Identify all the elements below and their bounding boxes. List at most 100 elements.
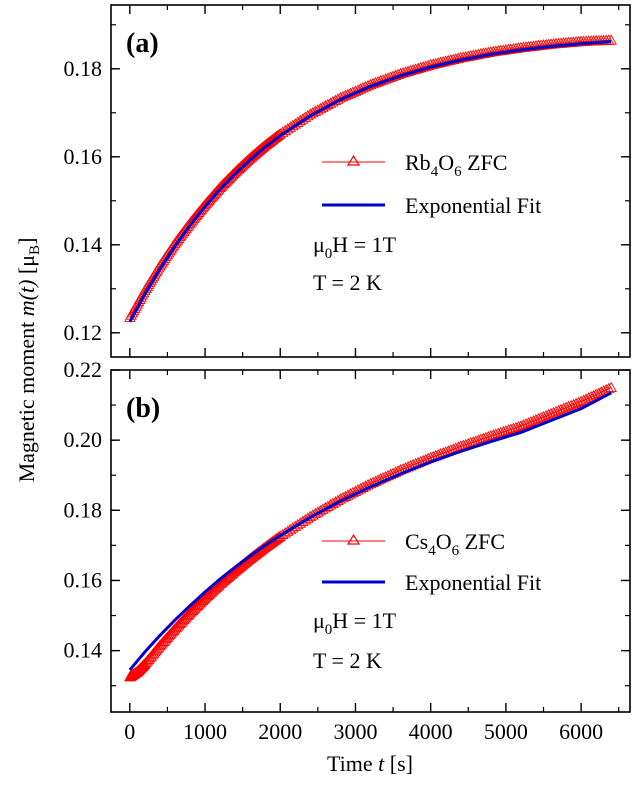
data-point: [447, 53, 460, 65]
data-point: [171, 620, 184, 631]
data-point: [460, 50, 472, 62]
data-point: [592, 387, 605, 398]
data-point: [575, 395, 587, 407]
data-point: [394, 67, 407, 79]
data-point: [409, 63, 422, 74]
data-point: [535, 412, 547, 423]
data-point: [520, 418, 532, 429]
data-point: [560, 401, 572, 413]
annotation-field-a: μ0H = 1T: [313, 232, 397, 262]
data-point: [537, 410, 550, 422]
data-point: [490, 428, 502, 439]
data-point: [382, 72, 394, 83]
data-point: [452, 52, 465, 63]
legend-marker-cs: [346, 533, 361, 545]
data-point: [530, 414, 542, 425]
data-point: [397, 66, 409, 78]
data-point: [444, 54, 457, 65]
data-point: [547, 406, 560, 418]
fit-line: [128, 391, 612, 671]
data-point: [182, 608, 195, 619]
data-point: [184, 607, 196, 618]
data-point: [562, 400, 575, 412]
y-tick-label: 0.16: [64, 567, 103, 592]
data-point: [542, 408, 555, 420]
annotation-temp-b: T = 2 K: [313, 648, 382, 673]
data-point: [189, 602, 201, 613]
data-point: [172, 618, 185, 630]
data-point: [422, 59, 434, 71]
data-point: [500, 425, 512, 436]
data-point: [407, 64, 419, 75]
y-axis-label: Magnetic moment m(t) [μB]: [14, 238, 43, 483]
data-point: [387, 70, 399, 81]
data-point: [389, 69, 402, 80]
y-tick-label: 0.18: [64, 56, 103, 81]
panel-label-a: (a): [126, 28, 159, 59]
data-point: [414, 61, 427, 73]
data-point: [522, 417, 535, 428]
data-point: [517, 419, 530, 430]
x-tick-label: 4000: [409, 719, 453, 744]
plot-frame-b: [110, 369, 631, 713]
data-point: [532, 413, 545, 424]
y-tick-label: 0.20: [64, 427, 103, 452]
data-point: [497, 425, 510, 437]
data-point: [525, 416, 537, 427]
data-point: [605, 34, 617, 45]
data-point: [454, 51, 467, 63]
data-point: [577, 394, 590, 405]
x-tick-label: 3000: [333, 719, 377, 744]
x-tick-label: 5000: [484, 719, 528, 744]
data-point: [190, 600, 203, 612]
data-point: [565, 399, 577, 411]
y-tick-label: 0.14: [64, 638, 103, 663]
data-point: [580, 393, 592, 404]
data-point: [487, 429, 500, 440]
data-point: [582, 392, 595, 403]
data-point: [472, 48, 485, 59]
data-point: [550, 405, 562, 417]
ticks-a: 0.12 0.14 0.16 0.18: [64, 5, 630, 357]
legend-marker-rb: [346, 154, 361, 166]
data-point: [552, 404, 565, 416]
x-tick-label: 2000: [258, 719, 302, 744]
x-tick-label: 0: [124, 719, 135, 744]
legend-b: Cs4O6 ZFC Exponential Fit: [322, 529, 541, 595]
data-point: [585, 390, 597, 402]
data-point: [175, 616, 187, 627]
data-point: [510, 421, 522, 433]
data-point: [492, 427, 505, 438]
fit-line: [128, 40, 612, 323]
data-point: [590, 388, 602, 400]
data-point: [434, 56, 447, 67]
data-point: [475, 48, 487, 59]
annotations-b: μ0H = 1T T = 2 K: [313, 608, 397, 673]
legend-label-fit-b: Exponential Fit: [405, 570, 541, 595]
data-point: [555, 403, 567, 415]
data-point: [512, 421, 525, 432]
data-point: [502, 424, 515, 435]
data-point: [605, 381, 617, 392]
data-point: [465, 49, 477, 61]
y-tick-label: 0.14: [64, 232, 103, 257]
data-point: [557, 402, 570, 414]
series-a: [124, 34, 617, 323]
data-point: [507, 422, 520, 434]
x-axis-label: Time t [s]: [327, 751, 413, 776]
data-point: [587, 389, 600, 401]
data-point: [457, 51, 470, 62]
data-point: [186, 604, 199, 616]
y-tick-label: 0.18: [64, 497, 103, 522]
plot-frame-a: [110, 4, 631, 358]
data-point: [570, 397, 582, 409]
y-tick-label: 0.22: [64, 357, 103, 382]
data-point: [572, 396, 585, 408]
data-point: [384, 71, 397, 82]
data-point: [595, 386, 607, 397]
data-point: [437, 55, 449, 67]
data-point: [439, 55, 452, 66]
data-point: [597, 385, 610, 396]
annotation-field-b: μ0H = 1T: [313, 608, 397, 638]
